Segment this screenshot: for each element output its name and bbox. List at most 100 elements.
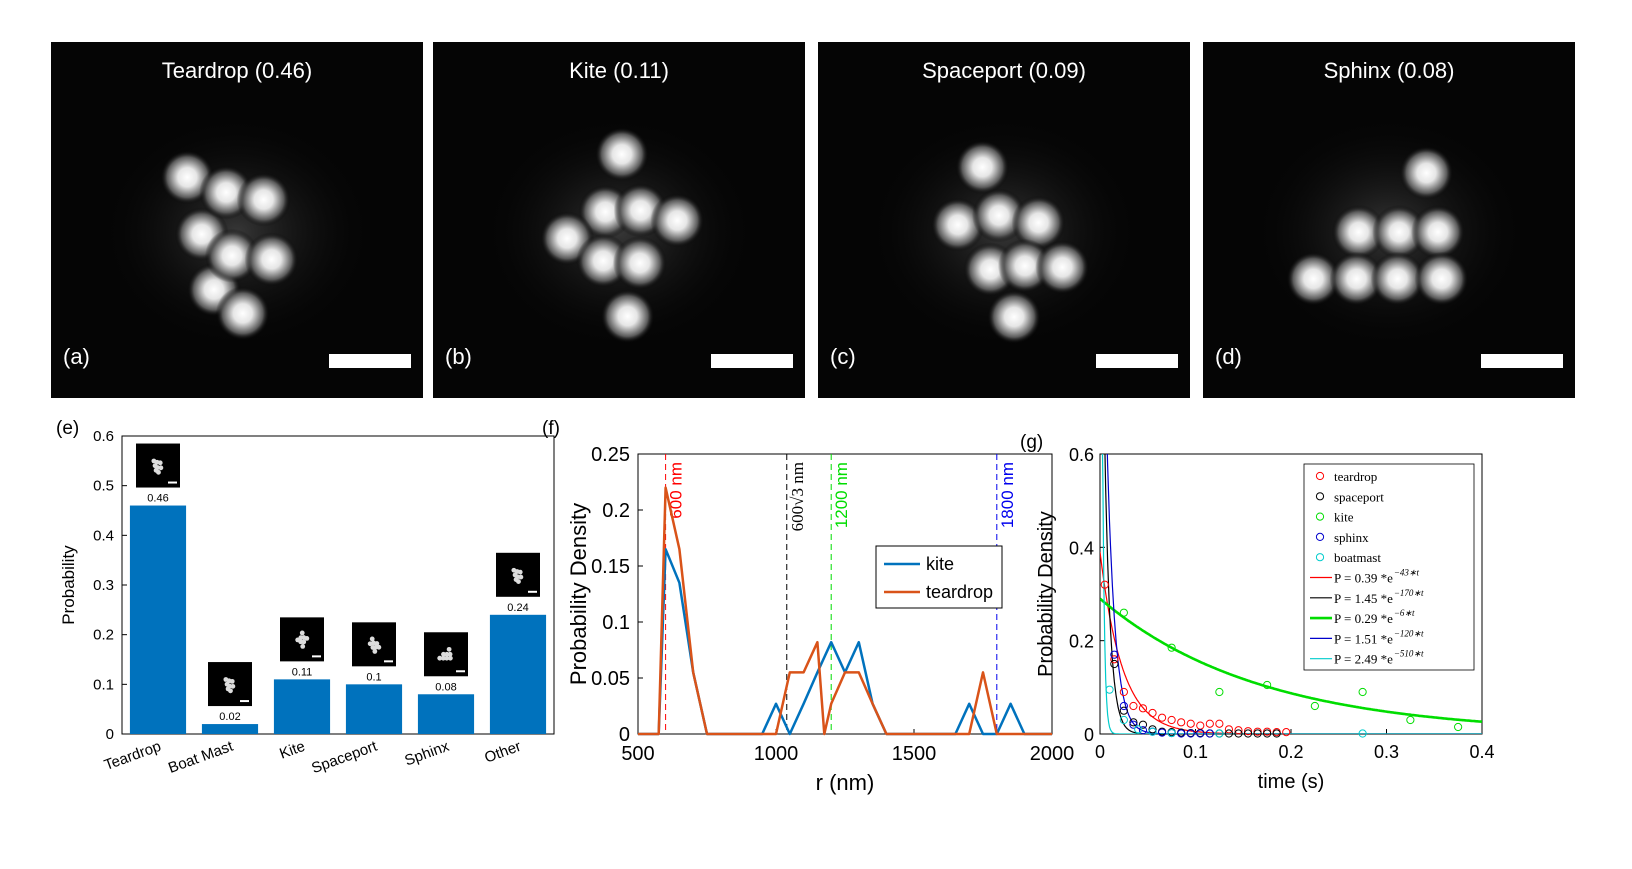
thumbnail-particle — [444, 655, 450, 661]
thumbnail-particle — [372, 649, 378, 654]
data-point-teardrop — [1119, 687, 1128, 697]
data-point-boatmast — [1215, 729, 1224, 738]
bar — [273, 679, 331, 734]
colloid-particle — [600, 289, 655, 344]
data-point-teardrop — [1100, 580, 1109, 589]
y-tick-label: 0.6 — [93, 428, 114, 445]
legend-fit-label: P = 0.29 *e — [1334, 611, 1393, 626]
fit-curve — [1100, 597, 1482, 723]
scale-bar — [711, 354, 793, 368]
thumbnail-particle — [156, 469, 161, 475]
legend-label: sphinx — [1334, 530, 1369, 545]
thumbnail-particle — [447, 651, 453, 657]
data-point-boatmast — [1167, 728, 1176, 738]
panel-g-decay-chart: (g) 0 0.2 0.4 0.6 0 0.1 0.2 0.3 0.4 teardrop spacep… — [1020, 418, 1632, 864]
legend-label: teardrop — [926, 582, 993, 602]
data-point-teardrop — [1186, 719, 1195, 728]
y-tick-label: 0.1 — [602, 612, 630, 634]
micrograph-svg: Kite (0.11) (b) — [433, 42, 805, 398]
legend-marker — [1315, 471, 1325, 481]
x-tick-label: Boat Mast — [166, 737, 236, 776]
data-point-spaceport — [1138, 720, 1148, 729]
reference-line-label: 600√3 nm — [788, 462, 807, 531]
legend-box — [1303, 463, 1475, 671]
data-point-kite — [1263, 680, 1272, 690]
micrograph-svg: Teardrop (0.46) (a) — [51, 42, 423, 398]
y-axis-label: Probability Density — [1035, 511, 1057, 677]
y-tick-label: 0.4 — [1069, 538, 1094, 558]
data-point-spaceport — [1129, 718, 1138, 727]
micrograph-svg: Spaceport (0.09) (c) — [818, 42, 1190, 398]
axes-box — [121, 435, 555, 735]
data-point-boatmast — [1119, 715, 1128, 725]
legend-label: kite — [926, 554, 954, 574]
panel-letter: (e) — [56, 418, 79, 439]
y-tick-label: 0 — [106, 726, 114, 743]
data-point-sphinx — [1110, 650, 1119, 659]
legend-marker — [1315, 553, 1325, 562]
x-tick-label: Kite — [277, 738, 307, 763]
y-tick-label: 0.2 — [93, 627, 114, 644]
reference-line-label: 1800 nm — [998, 462, 1017, 528]
colloid-particle — [1035, 240, 1090, 295]
x-tick-label: 0.4 — [1469, 742, 1494, 762]
data-point-spaceport — [1110, 659, 1119, 669]
fit-curve — [1100, 551, 1482, 734]
colloid-particle — [1414, 251, 1469, 306]
thumbnail-particle — [158, 465, 164, 471]
bar-thumbnail — [352, 622, 396, 667]
reference-line-label: 1200 nm — [832, 462, 851, 528]
x-tick-label: 500 — [621, 743, 654, 765]
micrograph-title: Spaceport (0.09) — [922, 58, 1086, 83]
data-point-kite — [1454, 722, 1463, 732]
colloid-particle — [1286, 251, 1341, 306]
data-point-kite — [1167, 643, 1176, 652]
x-tick-label: 1000 — [754, 743, 799, 765]
x-tick-label: 0.3 — [1374, 742, 1399, 762]
thumbnail-particle — [518, 574, 524, 580]
data-point-sphinx — [1157, 728, 1167, 737]
legend-fit-label: P = 0.39 *e — [1334, 571, 1393, 586]
bar — [489, 614, 547, 734]
x-tick-label: 0 — [1095, 742, 1105, 762]
thumbnail-scale-bar — [312, 655, 321, 658]
data-point-spaceport — [1224, 729, 1234, 738]
micrograph-b: Kite (0.11) (b) — [433, 42, 805, 398]
thumbnail-scale-bar — [240, 700, 249, 703]
thumbnail-particle — [447, 655, 453, 661]
x-axis-label: time (s) — [1258, 771, 1325, 793]
data-point-boatmast — [1148, 727, 1157, 736]
colloid-particle — [1011, 195, 1066, 250]
legend-marker — [1315, 492, 1325, 501]
micrograph-title: Teardrop (0.46) — [162, 58, 312, 83]
thumbnail-particle — [441, 651, 446, 657]
data-point-kite — [1358, 687, 1367, 697]
legend-fit-label: P = 1.45 *e — [1334, 591, 1393, 606]
legend-fit-exponent: −510∗t — [1394, 649, 1424, 659]
thumbnail-scale-bar — [528, 590, 537, 593]
bar-value-label: 0.46 — [147, 493, 168, 505]
colloid-particle — [1410, 205, 1465, 259]
data-point-teardrop — [1282, 728, 1291, 737]
x-tick-label: 1500 — [892, 743, 937, 765]
thumbnail-scale-bar — [456, 670, 465, 673]
data-point-sphinx — [1205, 729, 1214, 738]
y-tick-label: 0.2 — [1069, 632, 1094, 652]
y-tick-label: 0.3 — [93, 577, 114, 594]
data-point-kite — [1215, 687, 1224, 697]
thumbnail-particle — [301, 639, 307, 645]
panel-f-line-chart: (f) 0 0.05 0.1 0.15 0.2 0.25 500 1000 1500 2000 600… — [542, 418, 1080, 864]
legend-label: boatmast — [1334, 550, 1381, 565]
bar-value-label: 0.02 — [219, 711, 240, 723]
legend-label: teardrop — [1334, 469, 1377, 484]
colloid-particle — [215, 286, 270, 341]
x-axis-label: r (nm) — [816, 770, 875, 795]
scale-bar — [1481, 354, 1563, 368]
data-point-spaceport — [1253, 729, 1262, 738]
y-tick-label: 0 — [1084, 725, 1094, 745]
colloid-particle — [650, 193, 705, 248]
data-point-spaceport — [1272, 729, 1281, 738]
legend-fit-exponent: −6∗t — [1394, 608, 1415, 618]
thumbnail-particle — [374, 641, 380, 646]
data-point-sphinx — [1196, 729, 1205, 738]
